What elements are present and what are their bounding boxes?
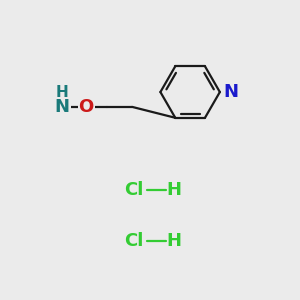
Text: Cl: Cl (124, 181, 143, 199)
Text: Cl: Cl (124, 232, 143, 250)
Text: N: N (224, 83, 238, 101)
Text: N: N (55, 98, 70, 116)
Text: H: H (56, 85, 69, 100)
Text: O: O (79, 98, 94, 116)
Text: H: H (166, 232, 181, 250)
Text: H: H (166, 181, 181, 199)
